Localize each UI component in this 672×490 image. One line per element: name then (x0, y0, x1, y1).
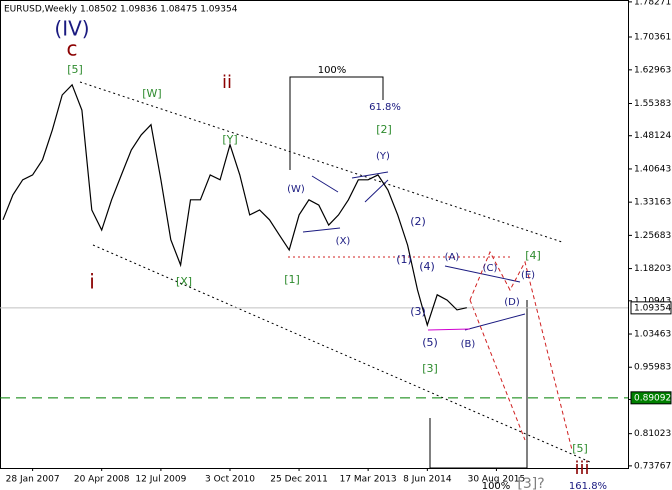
y-tick-label: 1.10943 (634, 296, 671, 306)
wave-label: [2] (376, 123, 392, 136)
wave-label: (IV) (54, 17, 89, 41)
x-tick-label: 28 Jan 2007 (6, 475, 60, 485)
y-tick-label: 1.18203 (634, 264, 671, 274)
x-tick-label: 17 Mar 2013 (340, 475, 397, 485)
wave-label: ii (222, 72, 232, 93)
y-tick-label: 1.70361 (634, 32, 671, 42)
wave-label: (4) (419, 260, 435, 273)
wave-label: [5] (67, 63, 83, 76)
y-tick-label: 1.03463 (634, 330, 671, 340)
wave-label: [X] (176, 275, 192, 288)
wave-line (427, 328, 471, 331)
y-tick-label: 1.55383 (634, 99, 671, 109)
plot-frame (0, 0, 629, 469)
y-tick-label: 1.25683 (634, 231, 671, 241)
projection (469, 250, 573, 451)
wave-line (444, 265, 521, 283)
wave-label: [W] (142, 87, 161, 100)
wave-label: (B) (461, 339, 476, 350)
wave-label: c (67, 37, 78, 61)
wave-label: (3) (410, 305, 426, 318)
wave-line (351, 171, 389, 179)
chart-title: EURUSD,Weekly 1.08502 1.09836 1.08475 1.… (4, 5, 238, 15)
x-tick-label: 3 Oct 2010 (205, 475, 255, 485)
price-label-box (630, 301, 672, 315)
x-tick-label: 25 Dec 2011 (270, 475, 328, 485)
x-tick-label: 12 Jul 2009 (135, 475, 186, 485)
wave-drawings (79, 76, 591, 469)
y-tick-label: 0.73767 (634, 461, 671, 471)
wave-line (302, 227, 341, 233)
wave-label: (E) (521, 270, 535, 281)
wave-label: (5) (422, 336, 438, 349)
y-tick-label: 1.78271 (634, 0, 671, 7)
x-tick-label: 30 Aug 2015 (468, 475, 526, 485)
wave-label: [Y] (222, 133, 237, 146)
bracket-bottom (429, 300, 528, 469)
wave-label: 161.8% (569, 481, 607, 490)
wave-label: i (89, 270, 95, 294)
y-tick-label: 1.33163 (634, 198, 671, 208)
wave-label: (Y) (376, 151, 390, 162)
y-tick-label: 1.48124 (634, 131, 671, 141)
wave-label: [3] (422, 362, 438, 375)
price-label-box (630, 391, 672, 405)
wave-label: (X) (336, 236, 351, 247)
wave-label: iii (574, 458, 589, 479)
wave-label: [1] (284, 273, 300, 286)
wave-label: (A) (445, 252, 460, 263)
wave-label: (1) (396, 253, 412, 266)
y-tick-label: 0.81023 (634, 429, 671, 439)
wave-line (464, 313, 526, 331)
y-tick-label: 0.95983 (634, 363, 671, 373)
wave-label: [4] (525, 249, 541, 262)
wave-label: [5] (572, 442, 588, 455)
bracket-top (289, 76, 384, 170)
wave-label: (C) (483, 263, 498, 274)
wave-label: 61.8% (369, 102, 401, 113)
price-label: 1.09354 (634, 303, 671, 313)
y-tick-label: 1.40643 (634, 164, 671, 174)
price-label: 0.89092 (634, 393, 671, 403)
wave-label: [3]? (517, 476, 544, 490)
wave-label: 100% (482, 481, 511, 490)
wave-label: (2) (410, 215, 426, 228)
wave-label: (D) (504, 297, 520, 308)
wave-label: (W) (287, 184, 305, 195)
price-line (2, 83, 467, 328)
wave-label: 100% (318, 65, 347, 76)
y-tick-label: 1.62963 (634, 65, 671, 75)
wave-line (311, 175, 339, 193)
x-tick-label: 8 Jun 2014 (403, 475, 452, 485)
channel-bottom (92, 244, 591, 463)
x-tick-label: 20 Apr 2008 (74, 475, 130, 485)
